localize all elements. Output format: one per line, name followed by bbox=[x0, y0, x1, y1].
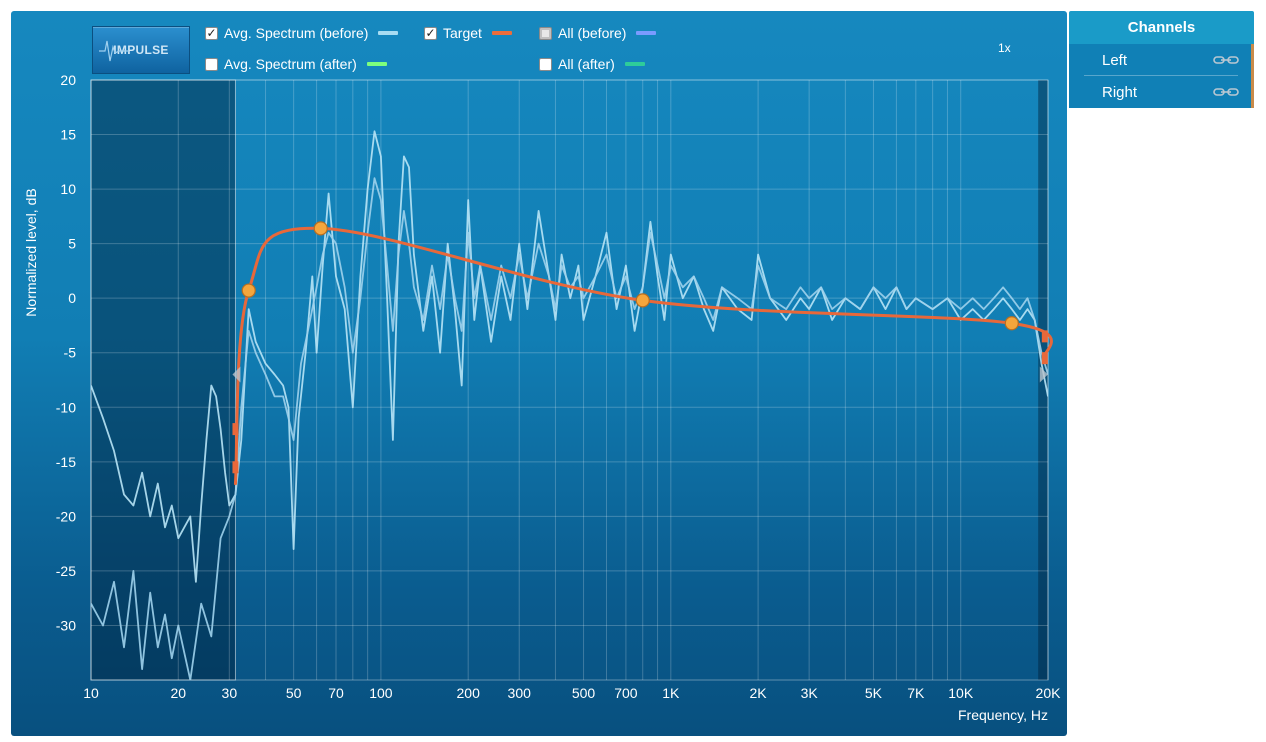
y-tick-label: -30 bbox=[56, 617, 76, 633]
target-control-point[interactable] bbox=[241, 283, 256, 298]
low-cutoff-marker bbox=[232, 366, 241, 383]
x-tick-label: 30 bbox=[222, 685, 238, 701]
y-tick-label: -25 bbox=[56, 563, 76, 579]
rolloff-handle bbox=[1041, 330, 1048, 343]
zoom-level[interactable]: 1x bbox=[998, 41, 1011, 55]
x-tick-label: 70 bbox=[328, 685, 344, 701]
channels-title: Channels bbox=[1069, 11, 1254, 44]
x-tick-label: 3K bbox=[801, 685, 819, 701]
excluded-high-region bbox=[1038, 80, 1048, 680]
impulse-wave-icon bbox=[99, 40, 129, 62]
legend-label: Target bbox=[443, 25, 482, 41]
x-tick-label: 2K bbox=[750, 685, 768, 701]
x-tick-label: 100 bbox=[369, 685, 393, 701]
channel-label: Right bbox=[1102, 83, 1138, 101]
x-tick-label: 700 bbox=[614, 685, 638, 701]
link-icon[interactable] bbox=[1213, 55, 1239, 65]
series-swatch bbox=[378, 31, 399, 35]
legend-label: Avg. Spectrum (after) bbox=[224, 56, 357, 72]
x-tick-label: 7K bbox=[907, 685, 925, 701]
rolloff-handle bbox=[232, 461, 239, 474]
series-swatch bbox=[491, 31, 512, 35]
legend-all-before[interactable]: All (before) bbox=[539, 24, 657, 42]
checkbox-checked-icon[interactable]: ✓ bbox=[205, 25, 218, 40]
channels-panel: Channels Left Right bbox=[1069, 11, 1254, 108]
legend-all-after[interactable]: All (after) bbox=[539, 55, 645, 73]
analyzer-panel bbox=[11, 11, 1067, 736]
series-swatch bbox=[366, 62, 387, 66]
checkbox-empty-icon[interactable] bbox=[205, 57, 218, 71]
x-tick-label: 1K bbox=[662, 685, 680, 701]
y-tick-label: 15 bbox=[60, 127, 76, 143]
series-swatch bbox=[624, 62, 645, 66]
channel-label: Left bbox=[1102, 51, 1128, 69]
legend-label: Avg. Spectrum (before) bbox=[224, 25, 369, 41]
x-tick-label: 10K bbox=[948, 685, 974, 701]
y-tick-label: -10 bbox=[56, 399, 76, 415]
excluded-low-region bbox=[90, 79, 236, 681]
y-tick-label: -20 bbox=[56, 508, 76, 524]
legend-target[interactable]: ✓ Target bbox=[424, 24, 512, 42]
x-tick-label: 20 bbox=[170, 685, 186, 701]
x-tick-label: 10 bbox=[83, 685, 99, 701]
x-tick-label: 500 bbox=[572, 685, 596, 701]
checkbox-empty-icon[interactable] bbox=[539, 57, 552, 71]
series-swatch bbox=[636, 31, 657, 35]
y-tick-label: 20 bbox=[60, 72, 76, 88]
y-tick-label: 10 bbox=[60, 181, 76, 197]
link-icon[interactable] bbox=[1213, 87, 1239, 97]
y-tick-label: -5 bbox=[64, 345, 77, 361]
legend-avg-spectrum-after[interactable]: Avg. Spectrum (after) bbox=[205, 55, 387, 73]
target-curve bbox=[233, 226, 1053, 486]
y-tick-label: -15 bbox=[56, 454, 76, 470]
legend-label: All (after) bbox=[558, 56, 615, 72]
series-line-2 bbox=[91, 177, 1048, 680]
checkbox-partial-icon[interactable] bbox=[539, 26, 552, 40]
legend-label: All (before) bbox=[558, 25, 627, 41]
target-control-point[interactable] bbox=[635, 293, 650, 308]
x-tick-label: 5K bbox=[865, 685, 883, 701]
impulse-label: IMPULSE bbox=[113, 43, 169, 57]
x-tick-label: 50 bbox=[286, 685, 302, 701]
checkbox-checked-icon[interactable]: ✓ bbox=[424, 25, 437, 40]
x-tick-label: 300 bbox=[508, 685, 532, 701]
y-tick-label: 0 bbox=[68, 290, 76, 306]
y-axis-label: Normalized level, dB bbox=[23, 188, 39, 316]
target-control-point[interactable] bbox=[313, 221, 328, 236]
rolloff-handle bbox=[1041, 352, 1048, 365]
x-tick-label: 200 bbox=[457, 685, 481, 701]
x-axis-label: Frequency, Hz bbox=[958, 707, 1048, 723]
y-tick-label: 5 bbox=[68, 236, 76, 252]
high-cutoff-marker bbox=[1039, 366, 1048, 383]
legend-avg-spectrum-before[interactable]: ✓ Avg. Spectrum (before) bbox=[205, 24, 399, 42]
channel-item-left[interactable]: Left bbox=[1069, 44, 1251, 76]
impulse-button[interactable]: IMPULSE bbox=[92, 26, 190, 74]
plot-frame bbox=[90, 79, 1049, 681]
target-control-point[interactable] bbox=[1004, 316, 1019, 331]
channel-item-right[interactable]: Right bbox=[1069, 76, 1251, 108]
x-tick-label: 20K bbox=[1036, 685, 1062, 701]
rolloff-handle bbox=[232, 423, 239, 436]
